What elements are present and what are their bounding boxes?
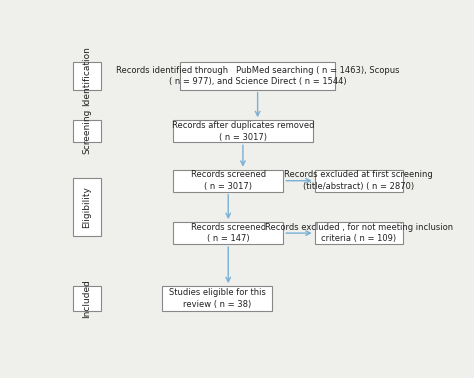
Text: Identification: Identification [82, 46, 91, 106]
FancyBboxPatch shape [73, 178, 100, 236]
Text: Records after duplicates removed
( n = 3017): Records after duplicates removed ( n = 3… [172, 121, 314, 142]
Text: Studies eligible for this
review ( n = 38): Studies eligible for this review ( n = 3… [169, 288, 265, 309]
FancyBboxPatch shape [73, 120, 100, 142]
Text: Records excluded at first screening
(title/abstract) ( n = 2870): Records excluded at first screening (tit… [284, 170, 433, 191]
Text: Included: Included [82, 279, 91, 318]
FancyBboxPatch shape [162, 286, 272, 311]
FancyBboxPatch shape [173, 170, 283, 192]
FancyBboxPatch shape [315, 170, 403, 192]
Text: Records screened
( n = 3017): Records screened ( n = 3017) [191, 170, 266, 191]
Text: Records screened
( n = 147): Records screened ( n = 147) [191, 223, 266, 243]
Text: Screening: Screening [82, 108, 91, 154]
Text: Records excluded , for not meeting inclusion
criteria ( n = 109): Records excluded , for not meeting inclu… [264, 223, 453, 243]
FancyBboxPatch shape [73, 62, 100, 90]
Text: Eligibility: Eligibility [82, 186, 91, 228]
FancyBboxPatch shape [181, 62, 335, 90]
FancyBboxPatch shape [315, 222, 403, 244]
FancyBboxPatch shape [173, 120, 313, 142]
FancyBboxPatch shape [173, 222, 283, 244]
Text: Records identified through   PubMed searching ( n = 1463), Scopus
( n = 977), an: Records identified through PubMed search… [116, 65, 400, 86]
FancyBboxPatch shape [73, 286, 100, 311]
